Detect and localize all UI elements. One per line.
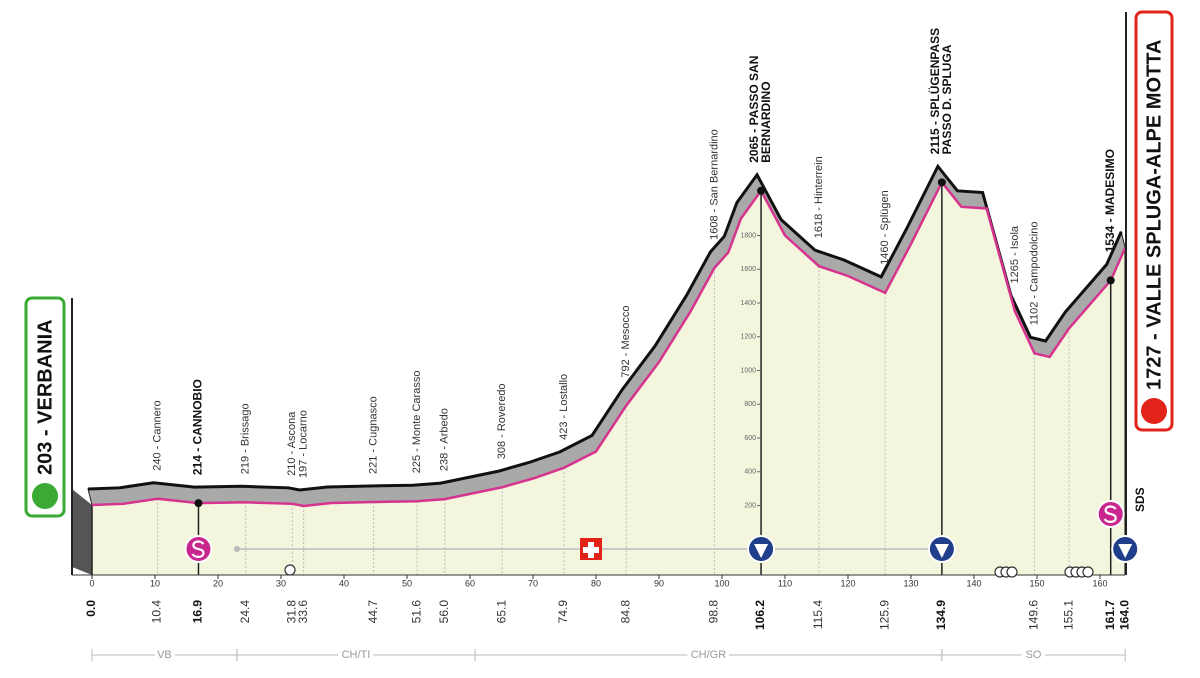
- place-label: 1460 - Splügen: [879, 190, 891, 265]
- swiss-cross: [583, 542, 599, 558]
- km-label: 56.0: [437, 600, 451, 624]
- km-label: 84.8: [618, 600, 632, 624]
- place-label: 240 - Cannero: [151, 400, 163, 470]
- place-label: 2115 - SPLÜGENPASS: [927, 28, 942, 155]
- region-label: SO: [1026, 649, 1042, 661]
- x-tick-label: 80: [591, 578, 601, 588]
- x-tick-label: 50: [402, 578, 412, 588]
- place-label: 221 - Cugnasco: [368, 396, 380, 474]
- place-label: 210 - Ascona: [286, 411, 298, 476]
- x-tick-label: 130: [903, 578, 918, 588]
- tunnel-icons: [284, 564, 1094, 578]
- y-tick-label: 1600: [740, 266, 756, 273]
- route-line: [91, 180, 1127, 508]
- place-label: 219 - Brissago: [240, 403, 252, 474]
- km-label: 164.0: [1117, 600, 1131, 630]
- place-dot: [757, 186, 766, 195]
- place-dot: [194, 499, 203, 508]
- x-tick-label: 0: [89, 578, 94, 588]
- place-label: 214 - CANNOBIO: [191, 379, 205, 475]
- start-icon: [32, 483, 58, 509]
- km-label: 51.6: [409, 600, 423, 624]
- place-dot: [937, 178, 946, 187]
- y-tick-label: 1200: [740, 334, 756, 341]
- km-label: 16.9: [191, 600, 205, 624]
- km-label: 125.9: [877, 600, 891, 630]
- place-label: 308 - Roveredo: [496, 383, 508, 459]
- x-tick-label: 60: [465, 578, 475, 588]
- x-tick-label: 150: [1029, 578, 1044, 588]
- km-label: 65.1: [494, 600, 508, 624]
- y-tick-label: 800: [744, 401, 756, 408]
- km-label: 134.9: [934, 600, 948, 630]
- x-tick-label: 160: [1092, 578, 1107, 588]
- place-label: BERNARDINO: [759, 81, 773, 162]
- x-tick-label: 110: [778, 578, 792, 588]
- km-label: 44.7: [366, 600, 380, 624]
- start-label: 203 - VERBANIA: [34, 319, 56, 475]
- finish-icon: [1141, 398, 1167, 424]
- x-tick-label: 70: [528, 578, 538, 588]
- km-label: 33.6: [296, 600, 310, 624]
- reference-dot: [234, 546, 240, 552]
- start-wall: [72, 488, 92, 575]
- y-tick-label: 1400: [740, 300, 756, 307]
- place-label: 238 - Arbedo: [439, 408, 451, 471]
- region-label: CH/GR: [691, 649, 727, 661]
- region-label: CH/TI: [342, 649, 371, 661]
- y-tick-label: 1800: [740, 232, 756, 239]
- place-label: 1102 - Campodolcino: [1028, 222, 1040, 326]
- km-label: 24.4: [238, 600, 252, 624]
- place-label: 1265 - Isola: [1009, 225, 1021, 283]
- y-tick-label: 400: [744, 469, 756, 476]
- km-label: 149.6: [1027, 600, 1041, 630]
- place-label: 197 - Locarno: [298, 410, 310, 478]
- place-label: 225 - Monte Carasso: [411, 371, 423, 474]
- overlay-layer: 0 10 20 30 40 50 60 70 80 90 100 110 120 130 140 150 160…: [89, 28, 1140, 665]
- place-label: 792 - Mesocco: [620, 305, 632, 377]
- x-tick-label: 140: [966, 578, 981, 588]
- km-label: 98.8: [707, 600, 721, 624]
- climb-mark: [934, 544, 949, 558]
- x-tick-label: 20: [213, 578, 223, 588]
- start-box: [24, 296, 66, 518]
- km-label: 161.7: [1103, 600, 1117, 630]
- place-label: 1534 - MADESIMO: [1103, 149, 1117, 252]
- x-tick-label: 100: [714, 578, 729, 588]
- place-label: 1618 - Hinterrein: [813, 156, 825, 238]
- sign-label: SDS: [1133, 487, 1147, 512]
- x-tick-label: 10: [150, 578, 160, 588]
- finish-box: [1134, 10, 1174, 432]
- sprint-s: [1103, 505, 1117, 523]
- y-tick-label: 600: [744, 435, 756, 442]
- km-label: 0.0: [84, 600, 98, 617]
- region-label: VB: [157, 649, 172, 661]
- area-fill: [92, 182, 1126, 575]
- x-tick-label: 30: [276, 578, 286, 588]
- profile-layer: 0.0 10.4 16.9 24.4 31.833.6 44.7 51.6 56.0 65.1 7…: [72, 163, 1131, 630]
- climb-mark: [1118, 544, 1133, 558]
- place-label: 423 - Lostallo: [558, 374, 570, 440]
- place-label: 1608 - San Bernardino: [708, 129, 720, 240]
- km-label: 155.1: [1061, 600, 1075, 630]
- place-dot: [1106, 276, 1115, 285]
- km-label: 115.4: [811, 600, 825, 629]
- x-tick-label: 90: [654, 578, 664, 588]
- km-label: 106.2: [753, 600, 767, 630]
- km-label: 10.4: [150, 600, 164, 624]
- km-label: 74.9: [556, 600, 570, 624]
- km-label: 31.8: [285, 600, 299, 624]
- place-label: 2065 - PASSO SAN: [747, 56, 761, 163]
- sprint-s: [191, 540, 205, 558]
- x-tick-label: 40: [339, 578, 349, 588]
- y-tick-label: 1000: [740, 367, 756, 374]
- x-tick-label: 120: [840, 578, 855, 588]
- place-label: PASSO D. SPLUGA: [940, 44, 954, 154]
- finish-label: 1727 - VALLE SPLUGA-ALPE MOTTA: [1143, 40, 1165, 390]
- y-tick-label: 200: [744, 502, 756, 509]
- climb-mark: [754, 544, 769, 558]
